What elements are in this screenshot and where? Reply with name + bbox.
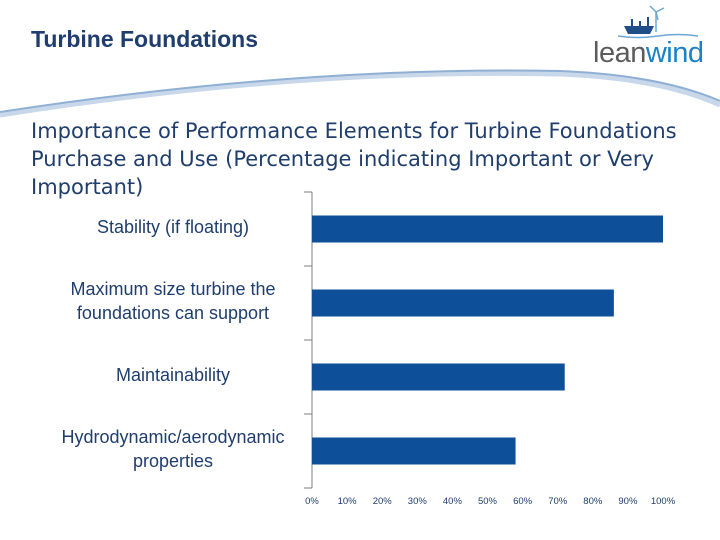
page-title: Turbine Foundations <box>31 26 258 52</box>
x-tick-label: 100% <box>651 496 676 507</box>
category-label: Hydrodynamic/aerodynamic properties <box>61 427 285 471</box>
bar <box>312 363 565 391</box>
logo-wind: wind <box>645 37 704 69</box>
header-swoosh <box>0 69 720 118</box>
bar <box>312 437 516 465</box>
category-label: Stability (if floating) <box>96 217 250 237</box>
x-tick-label: 90% <box>618 496 638 507</box>
x-tick-label: 60% <box>513 496 533 507</box>
category-label: Maintainability <box>115 365 231 385</box>
logo-text: leanwind <box>593 37 704 70</box>
category-label: Maximum size turbine the foundations can… <box>70 279 276 323</box>
ship-icon <box>617 5 699 39</box>
leanwind-logo: leanwind <box>588 4 714 72</box>
x-tick-label: 50% <box>478 496 498 507</box>
x-tick-label: 20% <box>373 496 393 507</box>
logo-lean: lean <box>593 37 646 69</box>
x-tick-label: 0% <box>305 496 319 507</box>
x-tick-label: 10% <box>338 496 358 507</box>
bar <box>312 215 663 243</box>
x-tick-label: 70% <box>548 496 568 507</box>
bar <box>312 289 614 317</box>
chart-title: Importance of Performance Elements for T… <box>31 119 677 199</box>
x-tick-label: 80% <box>583 496 603 507</box>
x-tick-label: 40% <box>443 496 463 507</box>
x-tick-label: 30% <box>408 496 428 507</box>
